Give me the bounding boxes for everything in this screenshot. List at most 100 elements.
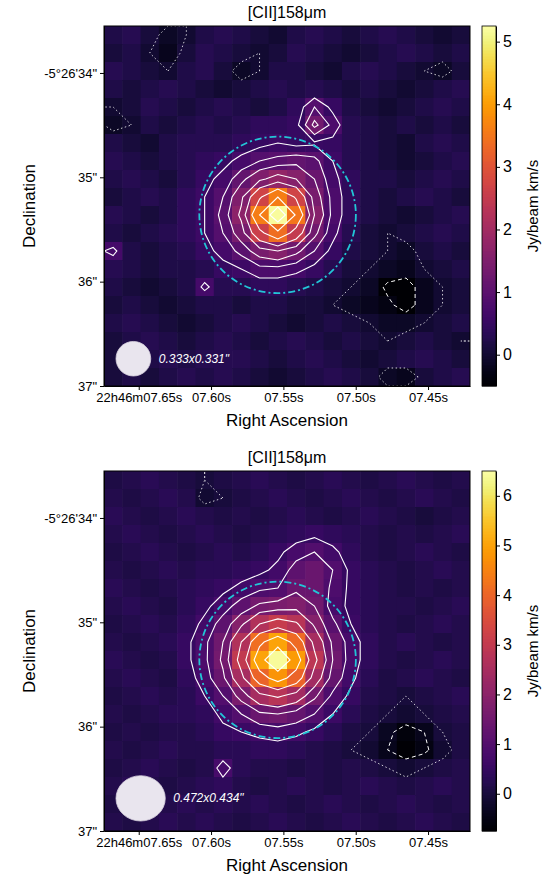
cell xyxy=(104,489,123,508)
cell xyxy=(379,579,398,598)
contour-dashed xyxy=(383,278,415,312)
colorbar-stripe xyxy=(482,170,496,174)
y-tick-label: -5°26'34" xyxy=(44,66,97,81)
cell xyxy=(360,633,379,652)
cell xyxy=(269,507,288,526)
contour-dotted xyxy=(199,471,452,777)
cell xyxy=(104,80,123,99)
cell xyxy=(141,296,160,315)
cell xyxy=(250,314,269,333)
colorbar-stripe xyxy=(482,197,496,201)
cell xyxy=(415,471,434,490)
y-axis-line xyxy=(104,472,105,832)
colorbar-stripe xyxy=(482,597,496,601)
cell xyxy=(342,62,361,81)
cell xyxy=(360,597,379,616)
contours xyxy=(191,471,452,777)
cell xyxy=(452,471,470,490)
cell xyxy=(159,759,178,778)
cell xyxy=(379,633,398,652)
cell xyxy=(250,188,269,207)
colorbar-tick-group: 2 xyxy=(496,686,512,703)
colorbar-stripe xyxy=(482,483,496,487)
cell xyxy=(250,543,269,562)
cell xyxy=(232,98,251,117)
y-tick xyxy=(100,177,104,178)
x-tick-label: 07.45s xyxy=(409,835,449,850)
colorbar-stripe xyxy=(482,68,496,72)
cell xyxy=(287,44,306,63)
cell xyxy=(196,44,215,63)
cell xyxy=(159,705,178,724)
cell xyxy=(232,332,251,351)
cell xyxy=(177,188,196,207)
colorbar-stripe xyxy=(482,89,496,93)
colorbar-stripe xyxy=(482,248,496,252)
cell xyxy=(250,278,269,297)
cell xyxy=(122,80,141,99)
cell xyxy=(433,44,452,63)
colorbar-stripe xyxy=(482,332,496,336)
colorbar-stripe xyxy=(482,759,496,763)
cell xyxy=(452,188,470,207)
cell xyxy=(379,543,398,562)
colorbar-stripe xyxy=(482,750,496,754)
cell xyxy=(214,98,233,117)
colorbar-stripe xyxy=(482,798,496,802)
title: [CII]158μm xyxy=(248,449,327,466)
cell xyxy=(141,80,160,99)
y-axis-line xyxy=(104,27,105,387)
cell xyxy=(214,579,233,598)
cell xyxy=(342,723,361,742)
y-tick-label: 37" xyxy=(78,379,97,394)
cell xyxy=(360,134,379,153)
cell xyxy=(360,741,379,760)
colorbar-axis-line xyxy=(496,472,497,832)
x-tick-label: 07.55s xyxy=(264,835,304,850)
cell xyxy=(324,759,343,778)
cell xyxy=(305,759,324,778)
cell xyxy=(324,368,343,386)
cell xyxy=(104,314,123,333)
y-tick xyxy=(100,282,104,283)
cell xyxy=(250,116,269,135)
beam xyxy=(116,341,151,376)
colorbar-stripe xyxy=(482,251,496,255)
colorbar-stripe xyxy=(482,567,496,571)
cell xyxy=(324,314,343,333)
cell xyxy=(104,368,123,386)
cell xyxy=(397,669,416,688)
cell xyxy=(177,98,196,117)
cell xyxy=(177,597,196,616)
colorbar-stripe xyxy=(482,164,496,168)
cell xyxy=(104,471,123,490)
plot-area xyxy=(104,471,470,831)
cell xyxy=(269,795,288,814)
colorbar-stripe xyxy=(482,693,496,697)
cell xyxy=(433,741,452,760)
cell xyxy=(196,489,215,508)
cell xyxy=(232,44,251,63)
cell xyxy=(342,116,361,135)
cell xyxy=(159,188,178,207)
cell xyxy=(250,26,269,45)
cell xyxy=(342,489,361,508)
cell xyxy=(397,651,416,670)
cell xyxy=(269,314,288,333)
colorbar-stripe xyxy=(482,86,496,90)
cell xyxy=(250,80,269,99)
colorbar-stripe xyxy=(482,486,496,490)
beam-label: 0.333x0.331" xyxy=(159,352,230,366)
plot-area xyxy=(104,26,470,386)
cell xyxy=(159,206,178,225)
colorbar xyxy=(482,471,496,832)
colorbar-stripe xyxy=(482,654,496,658)
contour-solid xyxy=(270,207,286,222)
cell xyxy=(360,687,379,706)
cell xyxy=(360,80,379,99)
colorbar-stripe xyxy=(482,642,496,646)
cell xyxy=(324,723,343,742)
cell xyxy=(177,687,196,706)
cell xyxy=(324,669,343,688)
colorbar-stripe xyxy=(482,320,496,324)
